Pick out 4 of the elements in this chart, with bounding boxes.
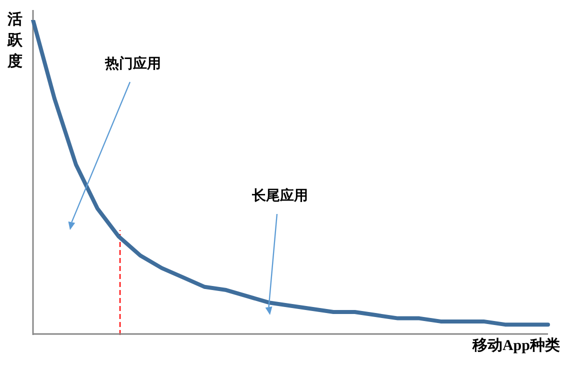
annotation: 长尾应用: [251, 187, 308, 204]
annotation: 热门应用: [104, 55, 161, 72]
x-axis-title: 移动App种类: [472, 336, 560, 355]
y-axis-title: 活跃度: [6, 10, 24, 72]
